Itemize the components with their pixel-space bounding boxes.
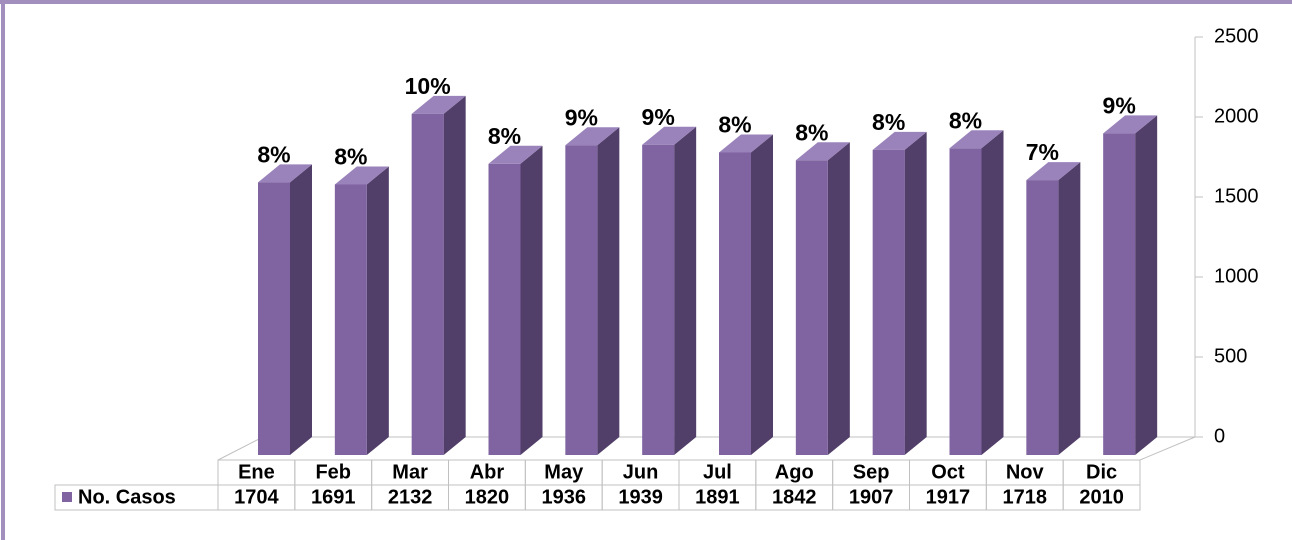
bar bbox=[411, 113, 444, 455]
table-value: 1939 bbox=[618, 486, 663, 508]
bar-top bbox=[642, 126, 697, 145]
category-label: Ene bbox=[238, 461, 275, 483]
table-value: 1842 bbox=[772, 486, 817, 508]
bar-side bbox=[520, 145, 543, 456]
category-label: Ago bbox=[775, 461, 814, 483]
y-tick-label: 1500 bbox=[1214, 185, 1259, 207]
table-value: 1704 bbox=[234, 486, 279, 508]
table-value: 1936 bbox=[542, 486, 587, 508]
y-tick-label: 2500 bbox=[1214, 25, 1259, 47]
table-value: 1820 bbox=[465, 486, 510, 508]
data-label: 8% bbox=[795, 119, 828, 145]
category-label: Jul bbox=[703, 461, 732, 483]
bar-top bbox=[1103, 115, 1158, 134]
table-cell bbox=[1062, 484, 1141, 511]
bar-top bbox=[565, 127, 620, 146]
data-label: 8% bbox=[718, 112, 751, 138]
data-label: 8% bbox=[949, 107, 982, 133]
bar bbox=[795, 160, 828, 455]
y-tick-label: 1000 bbox=[1214, 265, 1259, 287]
bar-side bbox=[366, 166, 389, 455]
data-label: 9% bbox=[642, 104, 675, 130]
category-label: Sep bbox=[853, 461, 890, 483]
y-tick-label: 500 bbox=[1214, 345, 1247, 367]
bar bbox=[258, 182, 290, 456]
category-label: Jun bbox=[623, 461, 659, 483]
category-label: Nov bbox=[1006, 461, 1045, 483]
data-label: 8% bbox=[257, 141, 290, 167]
table-value: 1691 bbox=[311, 486, 356, 508]
data-label: 8% bbox=[334, 144, 367, 170]
table-value: 2010 bbox=[1079, 486, 1124, 508]
y-tick-label: 2000 bbox=[1214, 105, 1259, 127]
bar-top bbox=[949, 130, 1004, 149]
bar-side bbox=[904, 131, 927, 455]
bar bbox=[334, 184, 367, 455]
bar bbox=[1103, 133, 1136, 455]
table-value: 1718 bbox=[1003, 486, 1048, 508]
bar bbox=[719, 152, 751, 455]
category-label: May bbox=[544, 461, 584, 483]
category-label: Mar bbox=[392, 461, 428, 483]
data-label: 9% bbox=[565, 104, 598, 130]
data-label: 10% bbox=[405, 73, 451, 99]
y-tick-label: 0 bbox=[1214, 425, 1225, 447]
bar-top bbox=[719, 134, 773, 153]
bar-top bbox=[488, 145, 543, 164]
bar-side bbox=[290, 164, 312, 456]
bar bbox=[949, 148, 982, 455]
bar-top bbox=[872, 131, 927, 150]
legend-label: No. Casos bbox=[78, 486, 176, 508]
bar-top bbox=[795, 142, 850, 161]
data-label: 8% bbox=[872, 109, 905, 135]
bar bbox=[565, 145, 598, 456]
legend-swatch bbox=[62, 492, 72, 502]
table-value: 2132 bbox=[388, 486, 433, 508]
data-label: 7% bbox=[1026, 139, 1059, 165]
category-label: Dic bbox=[1086, 461, 1117, 483]
data-label: 9% bbox=[1103, 92, 1136, 118]
bar bbox=[642, 144, 675, 455]
table-value: 1907 bbox=[849, 486, 894, 508]
bar-side bbox=[827, 142, 850, 455]
bar-side bbox=[1058, 162, 1081, 455]
bar-side bbox=[751, 134, 773, 455]
bar-top bbox=[334, 166, 389, 185]
data-label: 8% bbox=[488, 123, 521, 149]
bar-side bbox=[597, 127, 620, 456]
bar-top bbox=[1026, 162, 1081, 181]
bar-side bbox=[443, 95, 466, 455]
bar-top bbox=[258, 164, 312, 183]
bar-side bbox=[674, 126, 697, 455]
bar-top bbox=[411, 95, 466, 114]
bar bbox=[872, 149, 905, 455]
bar-side bbox=[1135, 115, 1158, 456]
bar bbox=[488, 163, 521, 456]
table-value: 1917 bbox=[926, 486, 971, 508]
category-label: Oct bbox=[931, 461, 965, 483]
bar-side bbox=[981, 130, 1004, 455]
category-label: Abr bbox=[470, 461, 505, 483]
table-value: 1891 bbox=[695, 486, 740, 508]
category-label: Feb bbox=[315, 461, 351, 483]
bar bbox=[1026, 180, 1059, 455]
